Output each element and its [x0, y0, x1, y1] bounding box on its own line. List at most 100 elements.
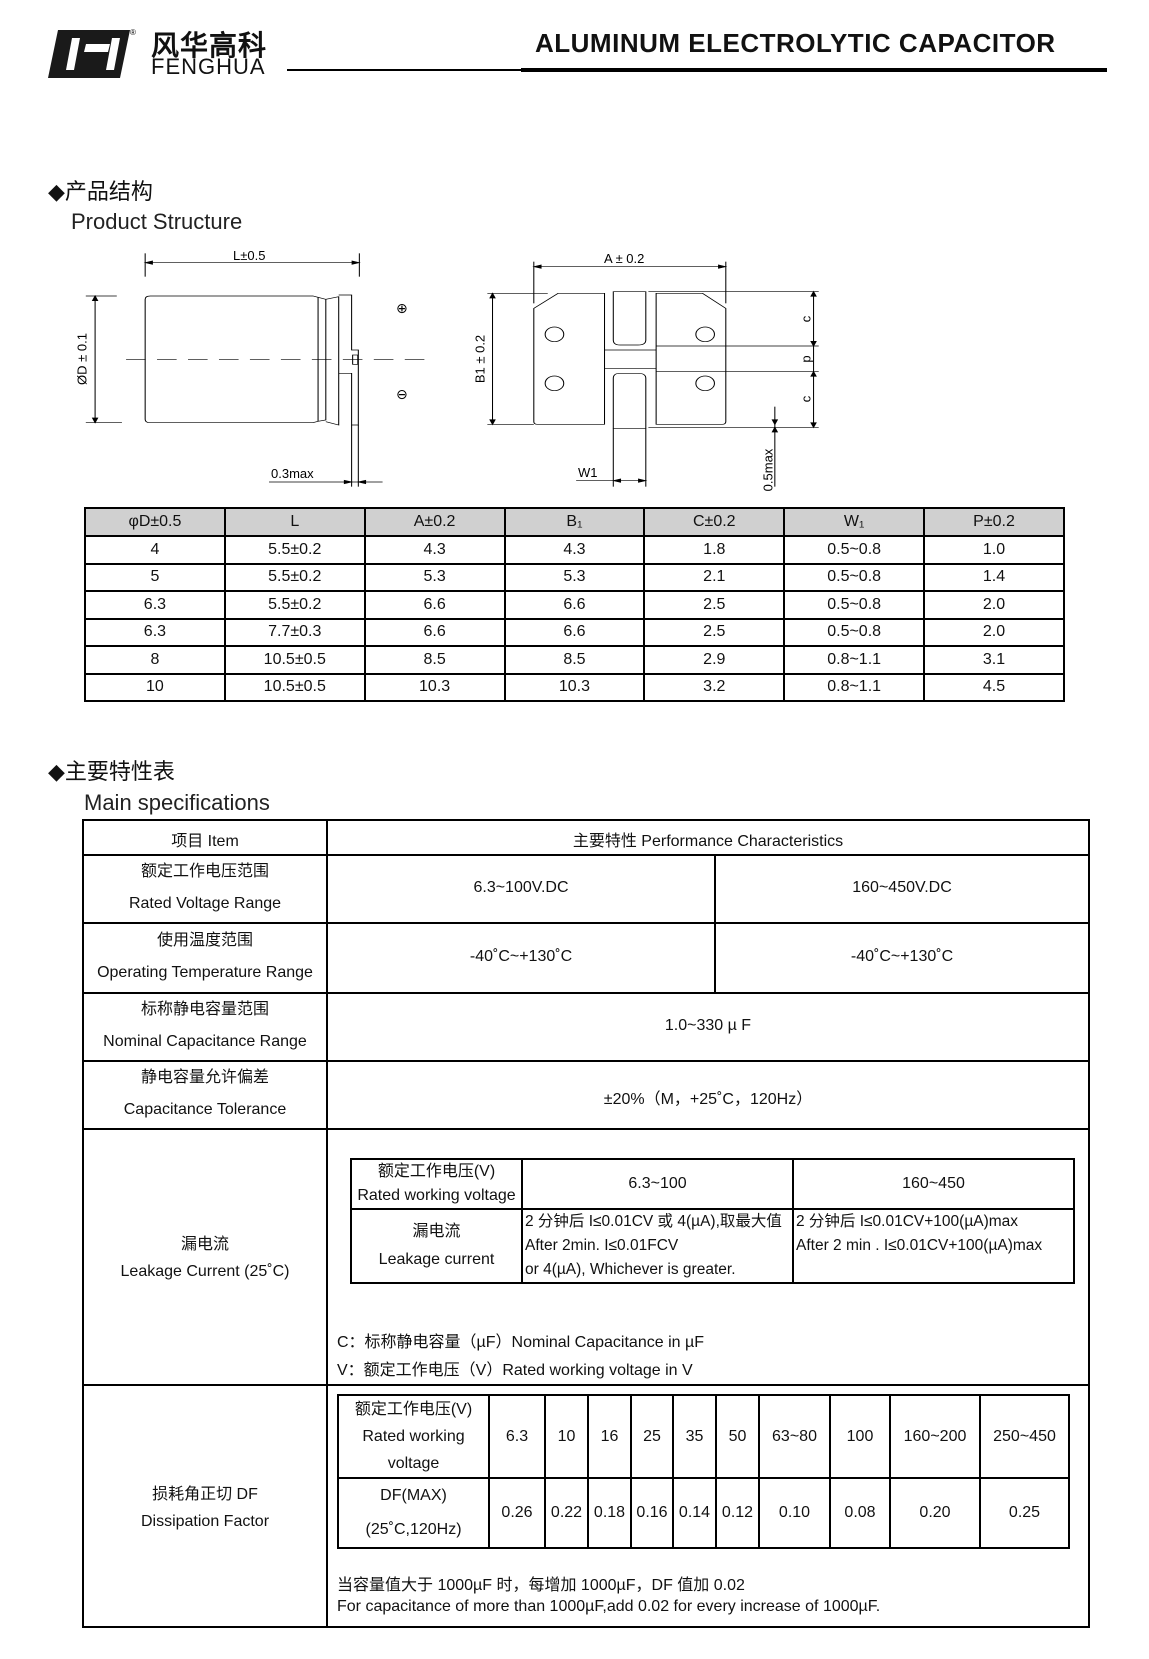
table-cell: 6.6	[503, 617, 646, 647]
df-label: 损耗角正切 DF Dissipation Factor	[140, 1486, 270, 1530]
df-voltage-label: Rated working	[362, 1428, 465, 1445]
leakage-current-table: 额定工作电压(V) Rated working voltage 6.3~100 1…	[350, 1158, 1075, 1284]
table-cell: 3.1	[923, 645, 1065, 675]
table-cell: 0.8~1.1	[783, 672, 926, 702]
table-cell: 6.6	[363, 590, 506, 620]
dissipation-factor-table: 额定工作电压(V) Rated working voltage 6.3 10 16 25 3…	[337, 1394, 1070, 1549]
table-header-row: φD±0.5 L A±0.2 B₁ C±0.2 W₁ P±0.2	[84, 507, 1065, 537]
table-cell: 0.5~0.8	[783, 535, 926, 565]
table-cell: 1.0	[923, 535, 1065, 565]
table-cell: 6.6	[363, 617, 506, 647]
col-header: φD±0.5	[84, 507, 226, 537]
col-header: P±0.2	[923, 507, 1065, 537]
label-D: ØD ± 0.1	[74, 333, 90, 385]
df-note-en: For capacitance of more than 1000µF,add …	[337, 1598, 881, 1615]
df-voltage-cell: 160~200	[889, 1394, 981, 1479]
temperature-high: -40˚C~+130˚C	[850, 948, 954, 965]
df-voltage-cell: 10	[544, 1394, 589, 1479]
col-header: L	[223, 507, 366, 537]
df-value-cell: 0.18	[587, 1477, 632, 1549]
df-voltage-cell: 250~450	[979, 1394, 1070, 1479]
label-B1: B1 ± 0.2	[472, 334, 488, 384]
voltage-range-high: 160~450V.DC	[852, 879, 952, 896]
df-value-cell: 0.20	[889, 1477, 981, 1549]
table-cell: 1.8	[643, 535, 786, 565]
df-max-label: DF(MAX)	[380, 1487, 447, 1504]
table-cell: 0.5~0.8	[783, 562, 926, 592]
df-voltage-cell: 16	[587, 1394, 632, 1479]
col-header: C±0.2	[643, 507, 786, 537]
table-cell: 0.5~0.8	[783, 590, 926, 620]
bottom-view	[487, 261, 819, 487]
df-value-cell: 0.12	[715, 1477, 760, 1549]
table-cell: 2.0	[923, 590, 1065, 620]
table-cell: 2.0	[923, 617, 1065, 647]
leakage-cn: 漏电流	[412, 1223, 461, 1240]
table-row: 5 5.5±0.2 5.3 5.3 2.1 0.5~0.8 1.4	[84, 562, 1065, 592]
table-cell: 2.5	[643, 617, 786, 647]
table-cell: 10.5±0.5	[223, 672, 366, 702]
label-W1: W1	[578, 465, 598, 480]
document-title: ALUMINUM ELECTROLYTIC CAPACITOR	[535, 28, 1056, 58]
tolerance-value: ±20%（M，+25˚C，120Hz）	[603, 1091, 813, 1108]
specs-heading-cn: ◆主要特性表	[48, 760, 175, 785]
table-cell: 6.6	[503, 590, 646, 620]
rated-voltage-en: Rated working voltage	[357, 1187, 516, 1204]
col-item-header: 项目 Item	[171, 833, 239, 850]
spec-table: 项目 Item 主要特性 Performance Characteristics…	[82, 819, 1090, 1628]
label-gap: 0.3max	[271, 466, 314, 481]
tolerance-label: 静电容量允许偏差 Capacitance Tolerance	[123, 1069, 287, 1118]
leakage-low-line: After 2min. I≤0.01FCV	[525, 1237, 679, 1254]
df-voltage-label: voltage	[387, 1455, 440, 1472]
structure-heading-en: Product Structure	[71, 209, 243, 234]
specs-heading-en: Main specifications	[84, 790, 270, 815]
table-cell: 4.5	[923, 672, 1065, 702]
table-cell: 2.1	[643, 562, 786, 592]
table-cell: 8.5	[363, 645, 506, 675]
table-cell: 0.5~0.8	[783, 617, 926, 647]
structure-heading-cn: ◆产品结构	[48, 180, 153, 205]
logo-chinese-name: 风华高科	[151, 29, 268, 62]
registered-mark: ®	[130, 28, 136, 37]
table-cell: 4.3	[363, 535, 506, 565]
df-voltage-cell: 35	[672, 1394, 717, 1479]
df-voltage-cell: 25	[630, 1394, 674, 1479]
col-perf-header: 主要特性 Performance Characteristics	[572, 833, 844, 850]
df-voltage-cell: 50	[715, 1394, 760, 1479]
table-cell: 10	[84, 672, 226, 702]
table-cell: 10.3	[363, 672, 506, 702]
df-cond-label: (25˚C,120Hz)	[365, 1521, 462, 1538]
capacitance-label: 标称静电容量范围 Nominal Capacitance Range	[103, 1001, 307, 1050]
rated-voltage-cn: 额定工作电压(V)	[377, 1163, 496, 1180]
label-c-bottom: c	[798, 395, 814, 403]
table-cell: 5.5±0.2	[223, 535, 366, 565]
table-row: 6.3 7.7±0.3 6.6 6.6 2.5 0.5~0.8 2.0	[84, 617, 1065, 647]
voltage-range-label: 额定工作电压范围 Rated Voltage Range	[128, 863, 282, 912]
df-value-cell: 0.26	[488, 1477, 546, 1549]
range-high: 160~450	[792, 1158, 1075, 1210]
leakage-low-line: 2 分钟后 I≤0.01CV 或 4(µA),取最大值	[525, 1213, 782, 1230]
table-cell: 7.7±0.3	[223, 617, 366, 647]
header-rule-thick	[521, 68, 1107, 72]
table-cell: 5.3	[503, 562, 646, 592]
df-value-cell: 0.25	[979, 1477, 1070, 1549]
col-header: A±0.2	[363, 507, 506, 537]
leakage-en: Leakage current	[378, 1251, 495, 1268]
leakage-low-line: or 4(µA), Whichever is greater.	[525, 1261, 736, 1278]
table-cell: 5.3	[363, 562, 506, 592]
table-row: 10 10.5±0.5 10.3 10.3 3.2 0.8~1.1 4.5	[84, 672, 1065, 702]
df-voltage-cell: 100	[829, 1394, 891, 1479]
voltage-range-low: 6.3~100V.DC	[473, 879, 569, 896]
label-c-top: c	[798, 315, 814, 323]
table-row: 8 10.5±0.5 8.5 8.5 2.9 0.8~1.1 3.1	[84, 645, 1065, 675]
leakage-label: 漏电流 Leakage Current (25˚C)	[120, 1236, 290, 1280]
table-cell: 10.3	[503, 672, 646, 702]
col-header: W₁	[783, 507, 926, 537]
label-A: A ± 0.2	[604, 251, 645, 266]
table-cell: 8	[84, 645, 226, 675]
df-value-cell: 0.22	[544, 1477, 589, 1549]
df-value-cell: 0.08	[829, 1477, 891, 1549]
leakage-high-line: After 2 min . I≤0.01CV+100(µA)max	[796, 1237, 1043, 1254]
table-cell: 4.3	[503, 535, 646, 565]
table-cell: 4	[84, 535, 226, 565]
